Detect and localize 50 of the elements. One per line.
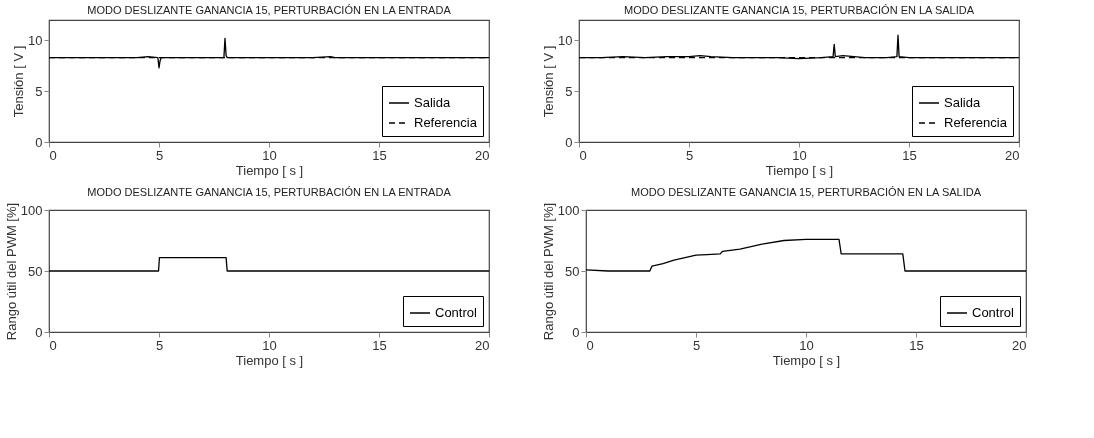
x-tick-label: 15 bbox=[372, 147, 387, 163]
x-tick-label: 0 bbox=[586, 337, 594, 353]
x-tick-label: 5 bbox=[685, 147, 694, 163]
y-tick-label: 100 bbox=[557, 202, 580, 218]
y-axis-title: Tensión [ V ] bbox=[11, 45, 27, 118]
y-tick-label: 5 bbox=[565, 83, 573, 99]
y-tick-label: 50 bbox=[28, 263, 43, 279]
chart-title: MODO DESLIZANTE GANANCIA 15, PERTURBACIÓN EN LA SALIDA bbox=[630, 186, 982, 199]
line-series bbox=[585, 238, 1027, 272]
x-tick-label: 0 bbox=[49, 147, 57, 163]
x-tick-label: 10 bbox=[799, 337, 814, 353]
y-tick-label: 10 bbox=[28, 32, 43, 48]
y-tick-label: 100 bbox=[20, 202, 43, 218]
x-tick-label: 15 bbox=[372, 337, 387, 353]
legend-label: Salida bbox=[414, 95, 451, 110]
x-tick-label: 20 bbox=[475, 337, 490, 353]
y-tick-label: 10 bbox=[558, 32, 573, 48]
y-tick-label: 0 bbox=[565, 134, 573, 150]
y-tick-label: 50 bbox=[565, 263, 580, 279]
x-tick-label: 20 bbox=[1005, 147, 1020, 163]
legend-label: Control bbox=[435, 305, 478, 320]
y-tick-label: 5 bbox=[35, 83, 43, 99]
x-axis-title: Tiempo [ s ] bbox=[765, 162, 834, 178]
x-axis-title: Tiempo [ s ] bbox=[772, 352, 841, 368]
y-axis-title: Rango útil del PWM [%] bbox=[540, 202, 556, 341]
x-tick-label: 10 bbox=[792, 147, 807, 163]
x-tick-label: 20 bbox=[475, 147, 490, 163]
x-tick-label: 5 bbox=[155, 337, 164, 353]
x-tick-label: 15 bbox=[902, 147, 917, 163]
legend-label: Referencia bbox=[414, 115, 478, 130]
y-axis-title: Rango útil del PWM [%] bbox=[3, 202, 19, 341]
x-tick-label: 5 bbox=[692, 337, 701, 353]
x-tick-label: 20 bbox=[1012, 337, 1027, 353]
x-tick-label: 0 bbox=[49, 337, 57, 353]
legend-label: Referencia bbox=[944, 115, 1008, 130]
y-tick-label: 0 bbox=[35, 324, 43, 340]
legend-label: Control bbox=[972, 305, 1015, 320]
x-axis-title: Tiempo [ s ] bbox=[235, 352, 304, 368]
chart-title: MODO DESLIZANTE GANANCIA 15, PERTURBACIÓN EN LA ENTRADA bbox=[87, 186, 452, 199]
y-tick-label: 0 bbox=[572, 324, 580, 340]
y-tick-label: 0 bbox=[35, 134, 43, 150]
x-tick-label: 15 bbox=[909, 337, 924, 353]
x-tick-label: 10 bbox=[262, 337, 277, 353]
y-axis-title: Tensión [ V ] bbox=[541, 45, 557, 118]
x-axis-title: Tiempo [ s ] bbox=[235, 162, 304, 178]
x-tick-label: 10 bbox=[262, 147, 277, 163]
legend-label: Salida bbox=[944, 95, 981, 110]
chart-title: MODO DESLIZANTE GANANCIA 15, PERTURBACIÓN EN LA ENTRADA bbox=[87, 4, 452, 16]
chart-title: MODO DESLIZANTE GANANCIA 15, PERTURBACIÓN EN LA SALIDA bbox=[623, 4, 975, 16]
x-tick-label: 5 bbox=[155, 147, 164, 163]
